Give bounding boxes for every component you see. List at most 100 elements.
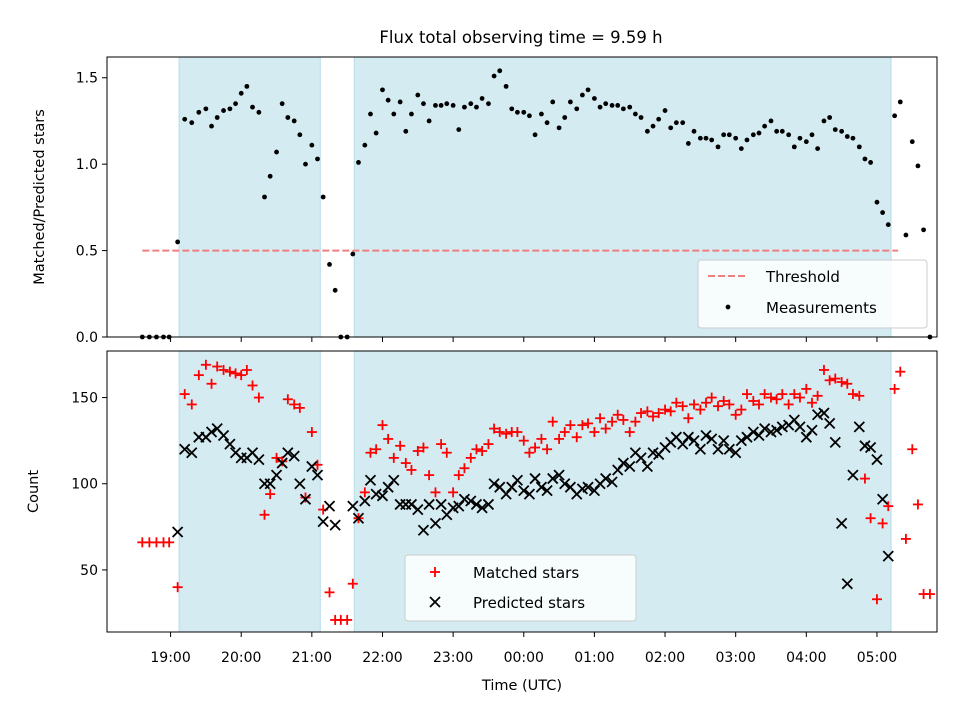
measurement-point bbox=[209, 123, 214, 129]
matched-star-point bbox=[259, 509, 270, 520]
matched-star-point bbox=[718, 395, 729, 406]
xtick-label: 20:00 bbox=[221, 650, 261, 666]
predicted-star-point bbox=[435, 498, 447, 511]
measurement-point bbox=[691, 128, 697, 134]
matched-star-point bbox=[653, 408, 664, 419]
predicted-star-point bbox=[718, 435, 730, 447]
legend-predicted-label: Predicted stars bbox=[473, 594, 585, 612]
measurement-point bbox=[315, 156, 320, 162]
matched-star-point bbox=[589, 427, 600, 438]
measurement-point bbox=[709, 137, 715, 143]
measurement-point bbox=[680, 120, 686, 126]
measurement-point bbox=[850, 135, 856, 141]
matched-star-point bbox=[648, 411, 659, 422]
measurement-point bbox=[527, 113, 532, 119]
measurement-point bbox=[768, 118, 774, 124]
measurement-point bbox=[320, 194, 326, 200]
predicted-star-point bbox=[465, 495, 477, 507]
matched-star-point bbox=[812, 390, 823, 401]
predicted-star-point bbox=[388, 474, 400, 486]
measurement-point bbox=[803, 139, 809, 145]
matched-star-point bbox=[830, 373, 841, 384]
predicted-star-point bbox=[694, 443, 706, 455]
matched-star-point bbox=[547, 416, 558, 427]
matched-star-point bbox=[612, 409, 623, 420]
predicted-star-point bbox=[829, 436, 841, 449]
predicted-star-point bbox=[311, 469, 324, 481]
matched-star-point bbox=[871, 594, 882, 605]
xtick-label: 19:00 bbox=[150, 650, 190, 666]
measurement-point bbox=[797, 135, 803, 141]
matched-star-point bbox=[741, 389, 752, 400]
measurement-point bbox=[903, 232, 909, 238]
matched-star-point bbox=[660, 404, 671, 415]
top-legend: Threshold Measurements bbox=[697, 259, 928, 329]
top-y-axis-label: Matched/Predicted stars bbox=[32, 109, 48, 285]
predicted-star-point bbox=[458, 493, 471, 505]
measurement-point bbox=[638, 115, 644, 120]
measurement-point bbox=[515, 109, 520, 115]
measurement-point bbox=[274, 149, 279, 155]
legend-threshold-label: Threshold bbox=[765, 268, 840, 286]
matched-star-point bbox=[794, 392, 805, 403]
measurement-point bbox=[921, 227, 926, 233]
predicted-star-point bbox=[811, 409, 824, 421]
matched-star-point bbox=[418, 442, 429, 453]
matched-star-point bbox=[494, 427, 505, 438]
measurement-point bbox=[862, 156, 868, 162]
measurement-point bbox=[562, 115, 568, 120]
measurement-point bbox=[368, 111, 373, 117]
measurement-point bbox=[756, 130, 762, 136]
matched-star-point bbox=[277, 456, 288, 467]
measurement-point bbox=[380, 87, 385, 93]
matched-star-point bbox=[753, 399, 764, 410]
matched-star-point bbox=[924, 589, 935, 600]
matched-star-point bbox=[294, 402, 305, 413]
top-ytick-label: 0.0 bbox=[76, 330, 98, 346]
measurement-point bbox=[256, 109, 262, 115]
matched-star-point bbox=[824, 375, 835, 386]
predicted-star-point bbox=[559, 478, 571, 490]
measurement-point bbox=[385, 97, 391, 103]
measurement-point bbox=[462, 104, 467, 110]
predicted-star-point bbox=[853, 421, 865, 433]
predicted-star-point bbox=[688, 435, 700, 447]
predicted-star-point bbox=[794, 421, 806, 433]
measurement-point bbox=[809, 132, 815, 138]
measurement-point bbox=[303, 161, 308, 167]
legend-matched-label: Matched stars bbox=[473, 564, 579, 582]
measurement-point bbox=[915, 163, 921, 169]
predicted-star-point bbox=[470, 498, 483, 511]
top-ytick-label: 1.0 bbox=[76, 157, 98, 173]
predicted-star-point bbox=[299, 493, 312, 505]
matched-star-point bbox=[453, 470, 464, 481]
measurement-point bbox=[815, 146, 821, 152]
chart-title: Flux total observing time = 9.59 h bbox=[379, 28, 662, 47]
xtick-label: 02:00 bbox=[645, 650, 685, 666]
predicted-star-point bbox=[482, 498, 495, 511]
matched-star-point bbox=[766, 392, 776, 403]
matched-star-point bbox=[289, 399, 300, 410]
matched-star-point bbox=[200, 359, 211, 370]
legend-measurements-swatch bbox=[725, 304, 731, 310]
measurement-point bbox=[585, 87, 591, 93]
matched-star-point bbox=[889, 383, 900, 394]
predicted-star-point bbox=[723, 443, 735, 455]
measurement-point bbox=[556, 125, 562, 131]
predicted-star-point bbox=[364, 474, 377, 486]
measurement-point bbox=[579, 92, 585, 98]
predicted-star-point bbox=[288, 450, 300, 462]
matched-star-point bbox=[477, 445, 488, 456]
matched-star-point bbox=[636, 408, 647, 419]
matched-star-point bbox=[271, 452, 282, 463]
measurement-point bbox=[327, 262, 332, 267]
measurement-point bbox=[438, 102, 444, 108]
predicted-star-point bbox=[224, 438, 236, 450]
predicted-star-point bbox=[294, 478, 306, 490]
predicted-star-point bbox=[488, 478, 500, 490]
predicted-star-point bbox=[205, 426, 218, 438]
matched-star-point bbox=[164, 537, 175, 548]
matched-star-point bbox=[359, 487, 370, 498]
predicted-star-point bbox=[376, 490, 389, 502]
matched-star-point bbox=[436, 439, 447, 450]
